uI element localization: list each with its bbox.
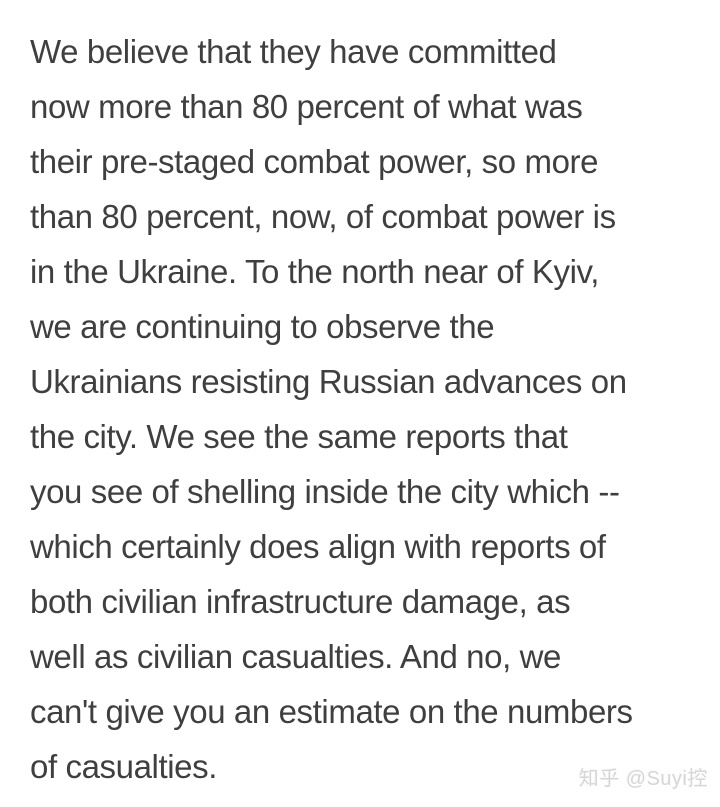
- transcript-line: than 80 percent, now, of combat power is: [30, 198, 616, 235]
- transcript-line: of casualties.: [30, 748, 218, 785]
- transcript-line: both civilian infrastructure damage, as: [30, 583, 571, 620]
- transcript-line: can't give you an estimate on the number…: [30, 693, 633, 730]
- transcript-line: you see of shelling inside the city whic…: [30, 473, 620, 510]
- transcript-paragraph: We believe that they have committed now …: [30, 24, 700, 794]
- transcript-line: we are continuing to observe the: [30, 308, 495, 345]
- transcript-line: which certainly does align with reports …: [30, 528, 606, 565]
- transcript-line: Ukrainians resisting Russian advances on: [30, 363, 627, 400]
- transcript-line: We believe that they have committed: [30, 33, 557, 70]
- transcript-line: their pre-staged combat power, so more: [30, 143, 599, 180]
- transcript-line: the city. We see the same reports that: [30, 418, 568, 455]
- transcript-line: well as civilian casualties. And no, we: [30, 638, 562, 675]
- transcript-line: in the Ukraine. To the north near of Kyi…: [30, 253, 599, 290]
- zhihu-watermark: 知乎 @Suyi控: [578, 768, 708, 790]
- transcript-line: now more than 80 percent of what was: [30, 88, 583, 125]
